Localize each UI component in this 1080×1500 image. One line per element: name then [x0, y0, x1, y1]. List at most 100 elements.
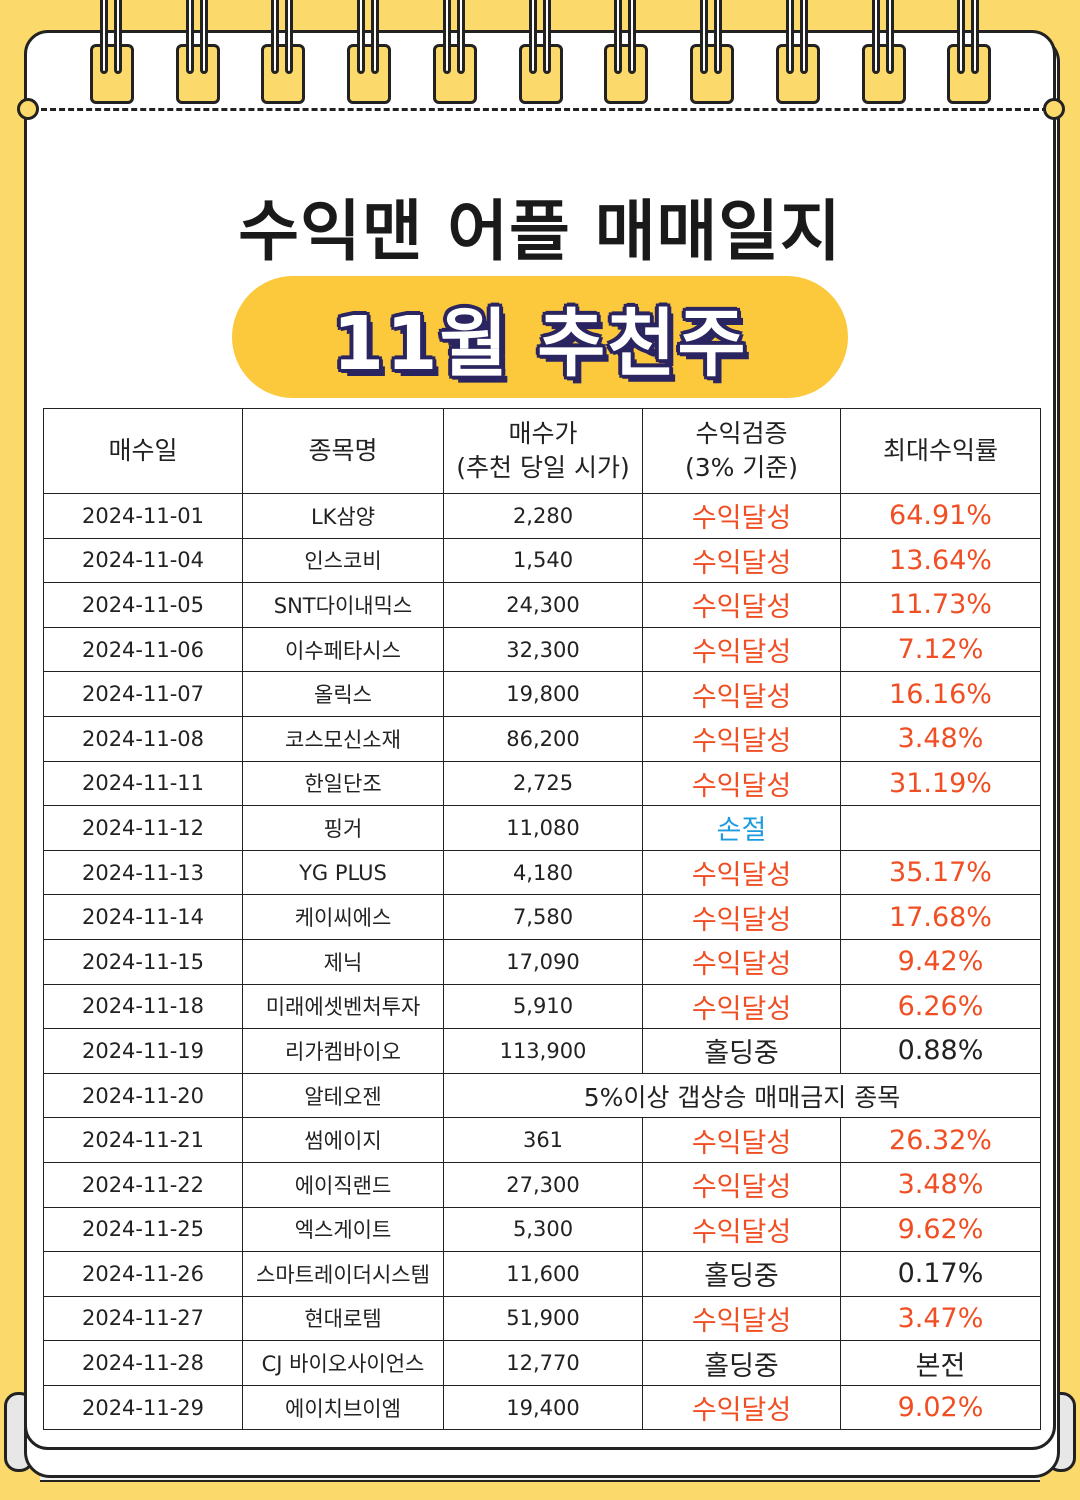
cell-verify-status: 수익달성 [642, 671, 841, 717]
cell-max-rate: 9.02% [840, 1384, 1041, 1431]
table-row: 2024-11-01 LK삼양 2,280 수익달성 64.91% [43, 493, 1041, 539]
cell-stock-name: 제닉 [242, 938, 444, 985]
page-edge [40, 1474, 1040, 1482]
cell-verify-status: 수익달성 [642, 1161, 841, 1208]
cell-stock-name: 올릭스 [242, 671, 444, 717]
table-row: 2024-11-15 제닉 17,090 수익달성 9.42% [43, 938, 1041, 985]
cell-max-rate [840, 805, 1041, 851]
cell-buy-date: 2024-11-15 [43, 938, 243, 985]
binding-ring [519, 0, 563, 104]
cell-stock-name: 알테오젠 [242, 1072, 444, 1119]
cell-max-rate: 6.26% [840, 983, 1041, 1030]
cell-buy-date: 2024-11-19 [43, 1028, 243, 1074]
column-header-price: 매수가 (추천 당일 시가) [443, 408, 643, 494]
table-row: 2024-11-12 핑거 11,080 손절 [43, 805, 1041, 851]
column-header-name: 종목명 [242, 408, 444, 494]
binding-ring [261, 0, 305, 104]
cell-buy-price: 12,770 [443, 1340, 643, 1386]
cell-max-rate: 64.91% [840, 493, 1041, 539]
cell-stock-name: 인스코비 [242, 537, 444, 584]
cell-stock-name: 에이직랜드 [242, 1161, 444, 1208]
cell-stock-name: 현대로템 [242, 1295, 444, 1342]
cell-verify-status: 수익달성 [642, 582, 841, 628]
month-badge-text: 11월 추천주 [332, 300, 748, 387]
cell-stock-name: 썸에이지 [242, 1117, 444, 1163]
cell-verify-status: 수익달성 [642, 493, 841, 539]
cell-buy-price: 27,300 [443, 1161, 643, 1208]
cell-buy-price: 51,900 [443, 1295, 643, 1342]
cell-buy-date: 2024-11-07 [43, 671, 243, 717]
table-row: 2024-11-08 코스모신소재 86,200 수익달성 3.48% [43, 715, 1041, 762]
cell-buy-date: 2024-11-25 [43, 1206, 243, 1253]
table-row: 2024-11-14 케이씨에스 7,580 수익달성 17.68% [43, 894, 1041, 940]
cell-max-rate: 7.12% [840, 626, 1041, 673]
cell-max-rate: 9.42% [840, 938, 1041, 985]
cell-buy-price: 361 [443, 1117, 643, 1163]
cell-verify-status: 수익달성 [642, 537, 841, 584]
cell-max-rate: 31.19% [840, 760, 1041, 807]
binding-ring [776, 0, 820, 104]
cell-buy-price: 17,090 [443, 938, 643, 985]
cell-max-rate: 3.47% [840, 1295, 1041, 1342]
cell-verify-status: 수익달성 [642, 1384, 841, 1431]
table-row: 2024-11-04 인스코비 1,540 수익달성 13.64% [43, 537, 1041, 584]
cell-verify-status: 수익달성 [642, 938, 841, 985]
cell-buy-date: 2024-11-21 [43, 1117, 243, 1163]
cell-verify-status: 수익달성 [642, 760, 841, 807]
cell-stock-name: 한일단조 [242, 760, 444, 807]
cell-stock-name: 에이치브이엠 [242, 1384, 444, 1431]
cell-buy-date: 2024-11-04 [43, 537, 243, 584]
table-row: 2024-11-18 미래에셋벤처투자 5,910 수익달성 6.26% [43, 983, 1041, 1030]
table-row: 2024-11-25 엑스게이트 5,300 수익달성 9.62% [43, 1206, 1041, 1253]
table-row: 2024-11-11 한일단조 2,725 수익달성 31.19% [43, 760, 1041, 807]
cell-buy-price: 5,300 [443, 1206, 643, 1253]
cell-buy-date: 2024-11-01 [43, 493, 243, 539]
binding-ring [690, 0, 734, 104]
cell-stock-name: LK삼양 [242, 493, 444, 539]
cell-stock-name: 케이씨에스 [242, 894, 444, 940]
cell-stock-name: CJ 바이오사이언스 [242, 1340, 444, 1386]
cell-buy-date: 2024-11-29 [43, 1384, 243, 1431]
table-row: 2024-11-19 리가켐바이오 113,900 홀딩중 0.88% [43, 1028, 1041, 1074]
cell-buy-price: 5,910 [443, 983, 643, 1030]
table-row: 2024-11-29 에이치브이엠 19,400 수익달성 9.02% [43, 1384, 1041, 1431]
cell-stock-name: SNT다이내믹스 [242, 582, 444, 628]
table-row: 2024-11-20 알테오젠 5%이상 갭상승 매매금지 종목 [43, 1072, 1041, 1119]
table-header-row: 매수일 종목명 매수가 (추천 당일 시가) 수익검증 (3% 기준) 최대수익률 [43, 408, 1041, 494]
binding-ring [604, 0, 648, 104]
cell-buy-price: 113,900 [443, 1028, 643, 1074]
table-row: 2024-11-06 이수페타시스 32,300 수익달성 7.12% [43, 626, 1041, 673]
table-row: 2024-11-26 스마트레이더시스템 11,600 홀딩중 0.17% [43, 1251, 1041, 1297]
table-body: 2024-11-01 LK삼양 2,280 수익달성 64.91% 2024-11-04 인… [43, 493, 1041, 1431]
cell-buy-date: 2024-11-08 [43, 715, 243, 762]
cell-max-rate: 16.16% [840, 671, 1041, 717]
perforation-line [32, 108, 1048, 111]
page-title: 수익맨 어플 매매일지 [238, 193, 842, 270]
cell-buy-price: 2,725 [443, 760, 643, 807]
table-row: 2024-11-13 YG PLUS 4,180 수익달성 35.17% [43, 849, 1041, 896]
cell-verify-status: 홀딩중 [642, 1028, 841, 1074]
cell-max-rate: 26.32% [840, 1117, 1041, 1163]
cell-buy-date: 2024-11-18 [43, 983, 243, 1030]
cell-buy-price: 19,400 [443, 1384, 643, 1431]
cell-verify-status: 수익달성 [642, 983, 841, 1030]
table-row: 2024-11-07 올릭스 19,800 수익달성 16.16% [43, 671, 1041, 717]
cell-buy-price: 11,600 [443, 1251, 643, 1297]
table-row: 2024-11-05 SNT다이내믹스 24,300 수익달성 11.73% [43, 582, 1041, 628]
cell-verify-status: 홀딩중 [642, 1251, 841, 1297]
cell-max-rate: 0.88% [840, 1028, 1041, 1074]
cell-buy-price: 4,180 [443, 849, 643, 896]
trade-journal-table: 매수일 종목명 매수가 (추천 당일 시가) 수익검증 (3% 기준) 최대수익률 … [43, 408, 1041, 1431]
cell-buy-date: 2024-11-28 [43, 1340, 243, 1386]
binding-ring [433, 0, 477, 104]
cell-note: 5%이상 갭상승 매매금지 종목 [443, 1072, 1041, 1119]
cell-buy-date: 2024-11-27 [43, 1295, 243, 1342]
cell-max-rate: 3.48% [840, 1161, 1041, 1208]
cell-stock-name: 코스모신소재 [242, 715, 444, 762]
table-row: 2024-11-21 썸에이지 361 수익달성 26.32% [43, 1117, 1041, 1163]
cell-verify-status: 손절 [642, 805, 841, 851]
cell-buy-date: 2024-11-14 [43, 894, 243, 940]
cell-buy-date: 2024-11-20 [43, 1072, 243, 1119]
binding-ring [862, 0, 906, 104]
column-header-verify: 수익검증 (3% 기준) [642, 408, 841, 494]
